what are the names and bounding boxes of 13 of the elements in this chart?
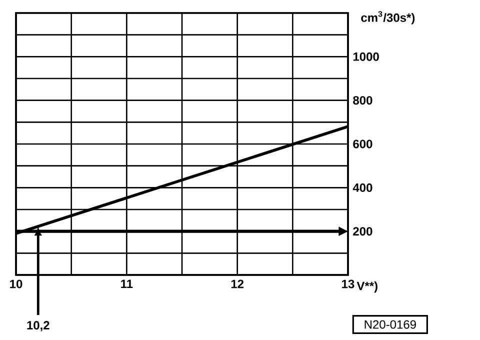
text: N20-0169 — [364, 320, 416, 329]
y-tick-label: 600 — [353, 140, 372, 148]
y-axis-title: cm$^{3}$/30s*) — [361, 11, 415, 24]
x-tick-label: 10 — [10, 280, 22, 288]
x-tick-label: 13 — [342, 280, 354, 288]
y-tick-label: 800 — [353, 96, 372, 105]
x-tick-label: 11 — [121, 280, 133, 288]
annotation: 10,2 — [27, 321, 50, 332]
y-tick-label: 1000 — [353, 52, 379, 61]
x-tick-label: 12 — [231, 280, 244, 288]
y-tick-label: 200 — [353, 227, 372, 236]
x-axis-title: V**) — [356, 281, 378, 293]
y-tick-label: 400 — [352, 183, 372, 192]
